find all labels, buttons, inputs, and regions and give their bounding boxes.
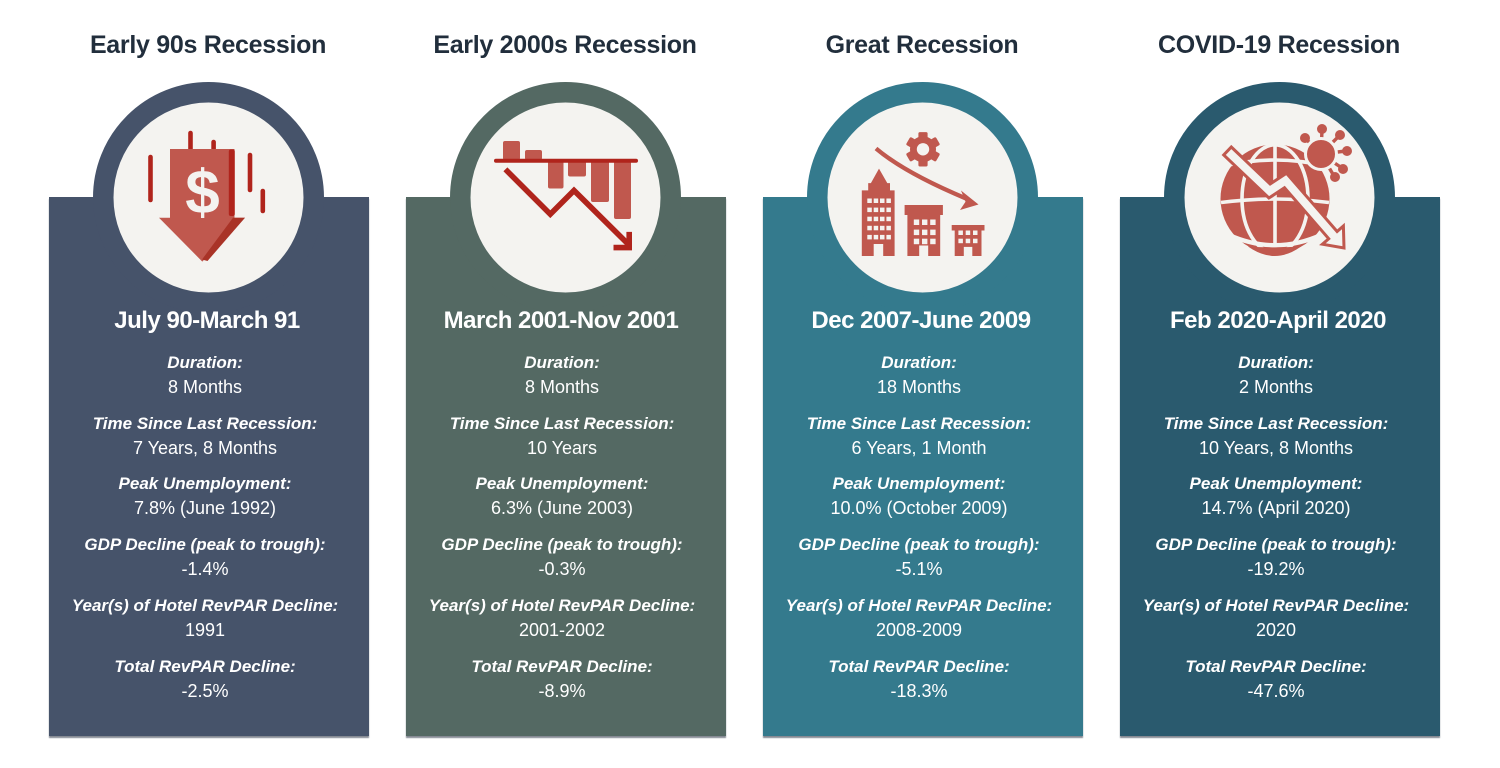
svg-text:$: $ [185,159,219,228]
